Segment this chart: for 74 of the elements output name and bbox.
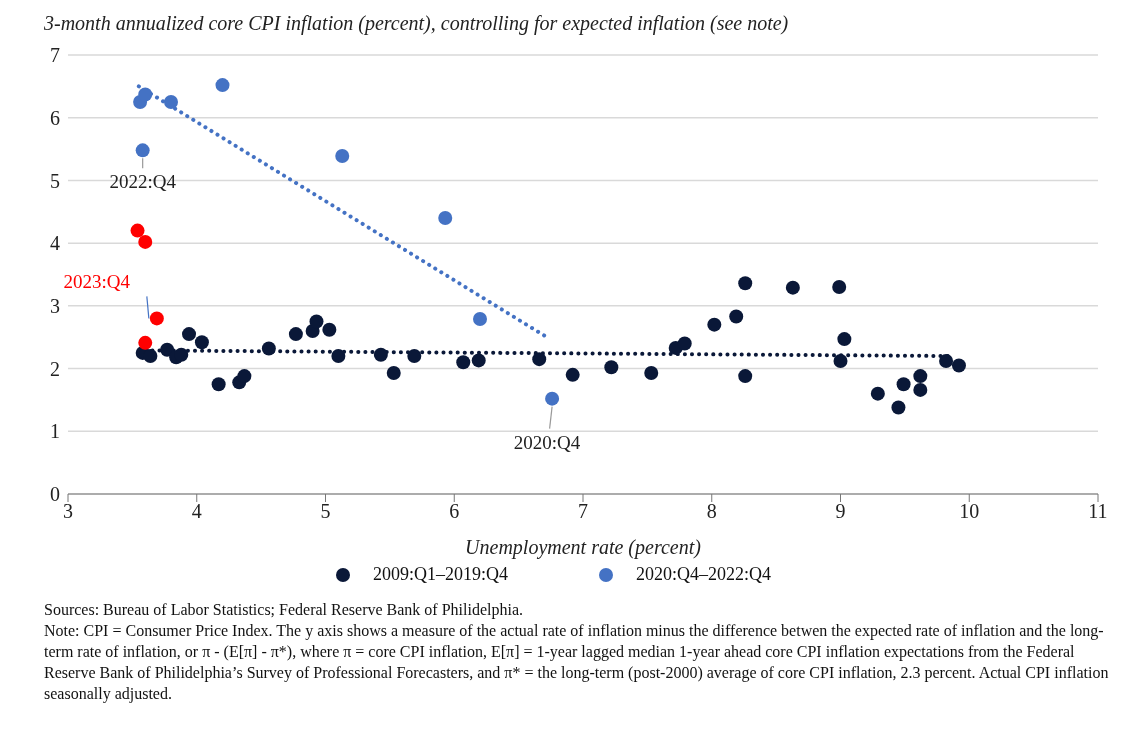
point xyxy=(322,322,337,337)
point xyxy=(138,234,153,249)
point xyxy=(951,358,966,373)
point xyxy=(604,360,619,375)
x-axis-title: Unemployment rate (percent) xyxy=(465,536,702,559)
point xyxy=(677,336,692,351)
point xyxy=(565,367,580,382)
point xyxy=(211,377,226,392)
point xyxy=(237,369,252,384)
y-tick-label: 3 xyxy=(50,294,60,317)
text: Note: CPI = Consumer Price Index. The y axis shows a measure of the actual rate of inflation minus the difference betwen the expected rate of inflation and the long-term rate of inflation, or π - (E[π] - π*), where π = core CPI inflation, E[π] = 1-year lagged median 1-year ahead core CPI inflation expectations from the Federal Reserve Bank of Philidelphia’s Survey of Professional Forecasters, and π* = the long-term (post-2000) average of core CPI inflation, 2.3 percent. Actual CPI inflation seasonally adjusted. xyxy=(44,621,1110,704)
point xyxy=(438,211,453,226)
point xyxy=(939,354,954,369)
x-tick-label: 9 xyxy=(835,500,846,523)
point xyxy=(644,365,659,380)
annotation: 2020:Q4 xyxy=(513,431,581,453)
x-tick-label: 8 xyxy=(706,500,717,523)
y-axis-title: 3-month annualized core CPI inflation (percent), controlling for expected inflation (see note) xyxy=(44,12,790,35)
legend-label: 2020:Q4–2022:Q4 xyxy=(635,564,771,585)
point xyxy=(138,87,153,102)
point xyxy=(130,223,145,238)
point xyxy=(335,148,350,163)
y-tick-label: 2 xyxy=(50,357,60,380)
point xyxy=(707,317,722,332)
y-tick-label: 5 xyxy=(50,169,60,192)
point xyxy=(138,335,153,350)
point xyxy=(870,386,885,401)
source-note: Sources: Bureau of Labor Statistics; Federal Reserve Bank of Philidelphia. xyxy=(44,600,524,620)
point xyxy=(135,143,150,158)
point xyxy=(407,349,422,364)
point xyxy=(160,342,175,357)
point xyxy=(738,369,753,384)
point xyxy=(891,400,906,415)
point xyxy=(473,312,487,327)
point xyxy=(785,280,800,295)
point xyxy=(913,369,928,384)
point xyxy=(215,78,230,93)
x-tick-label: 7 xyxy=(578,500,588,523)
point xyxy=(456,355,471,370)
y-tick-label: 0 xyxy=(50,483,60,506)
point xyxy=(373,347,388,362)
x-tick-label: 10 xyxy=(959,500,980,523)
point xyxy=(288,327,303,342)
y-tick-label: 4 xyxy=(50,232,60,255)
point xyxy=(149,311,164,326)
point xyxy=(143,349,158,364)
point xyxy=(729,309,744,324)
point xyxy=(833,354,848,369)
x-tick-label: 5 xyxy=(320,500,331,523)
point xyxy=(837,332,852,347)
point xyxy=(194,335,209,350)
annotation: 2022:Q4 xyxy=(109,171,177,193)
point xyxy=(738,276,753,291)
point xyxy=(309,314,324,329)
legend-label: 2009:Q1–2019:Q4 xyxy=(372,564,508,585)
point xyxy=(386,365,401,380)
point xyxy=(913,382,928,397)
point xyxy=(896,377,911,392)
point xyxy=(174,347,189,362)
point xyxy=(331,349,346,364)
x-tick-label: 11 xyxy=(1088,500,1108,523)
y-tick-label: 7 xyxy=(50,44,60,67)
y-tick-label: 6 xyxy=(50,106,60,129)
point xyxy=(532,352,547,367)
point xyxy=(471,353,486,368)
point xyxy=(164,95,178,110)
point xyxy=(182,327,197,342)
annotation: 2023:Q4 xyxy=(63,271,131,293)
point xyxy=(261,341,276,356)
x-tick-label: 6 xyxy=(449,500,460,523)
point xyxy=(545,391,560,406)
x-tick-label: 4 xyxy=(191,500,202,523)
point xyxy=(832,280,847,295)
y-tick-label: 1 xyxy=(50,420,60,443)
